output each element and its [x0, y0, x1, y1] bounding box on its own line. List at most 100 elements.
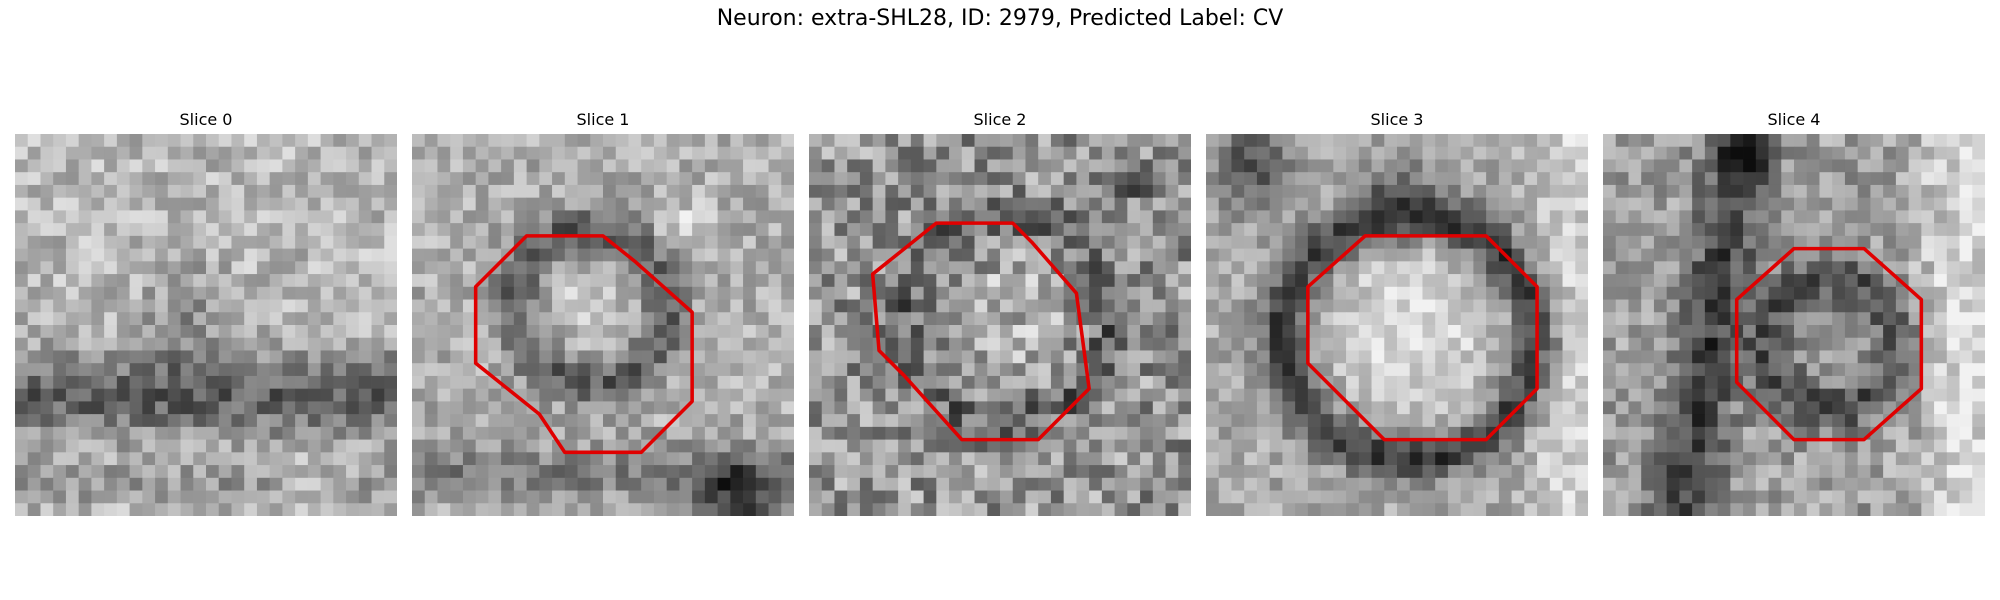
pixel [155, 338, 168, 351]
pixel [514, 274, 527, 287]
pixel [949, 503, 962, 516]
pixel [1960, 325, 1973, 338]
pixel [1115, 287, 1128, 300]
pixel [1705, 363, 1718, 376]
pixel [1896, 300, 1909, 313]
pixel [1845, 274, 1858, 287]
pixel [1921, 134, 1934, 147]
pixel [1743, 478, 1756, 491]
pixel [104, 274, 117, 287]
pixel [539, 503, 552, 516]
pixel [1346, 338, 1359, 351]
pixel [667, 350, 680, 363]
pixel [1743, 300, 1756, 313]
pixel [1359, 478, 1372, 491]
pixel [1206, 465, 1219, 478]
pixel [1550, 185, 1563, 198]
pixel [181, 147, 194, 160]
pixel [1692, 159, 1705, 172]
pixel [1550, 159, 1563, 172]
pixel [412, 261, 425, 274]
pixel [1384, 452, 1397, 465]
pixel [1794, 312, 1807, 325]
pixel [1435, 376, 1448, 389]
pixel [1178, 236, 1191, 249]
pixel [885, 389, 898, 402]
pixel [898, 338, 911, 351]
pixel [1575, 338, 1588, 351]
pixel [295, 376, 308, 389]
pixel [1654, 503, 1667, 516]
pixel [1025, 440, 1038, 453]
pixel [692, 401, 705, 414]
pixel [155, 274, 168, 287]
pixel [667, 210, 680, 223]
pixel [1550, 401, 1563, 414]
pixel [975, 491, 988, 504]
pixel [437, 287, 450, 300]
pixel [257, 134, 270, 147]
pixel [565, 159, 578, 172]
pixel [104, 223, 117, 236]
pixel [1960, 159, 1973, 172]
pixel [1473, 452, 1486, 465]
pixel [1486, 452, 1499, 465]
pixel [1499, 287, 1512, 300]
slice-image-2 [809, 134, 1191, 516]
pixel [616, 350, 629, 363]
pixel [834, 338, 847, 351]
pixel [924, 300, 937, 313]
pixel [1730, 147, 1743, 160]
pixel [1743, 414, 1756, 427]
pixel [412, 198, 425, 211]
pixel [1667, 389, 1680, 402]
pixel [1089, 401, 1102, 414]
pixel [1257, 185, 1270, 198]
pixel [257, 172, 270, 185]
pixel [743, 465, 756, 478]
pixel [1654, 274, 1667, 287]
pixel [1679, 350, 1692, 363]
pixel [1692, 363, 1705, 376]
pixel [1051, 210, 1064, 223]
pixel [975, 414, 988, 427]
pixel [769, 249, 782, 262]
pixel [527, 452, 540, 465]
pixel [1512, 274, 1525, 287]
pixel [1153, 414, 1166, 427]
pixel [295, 401, 308, 414]
pixel [809, 363, 822, 376]
pixel [860, 491, 873, 504]
pixel [743, 427, 756, 440]
pixel [692, 325, 705, 338]
pixel [193, 210, 206, 223]
pixel [1435, 287, 1448, 300]
pixel [565, 491, 578, 504]
pixel [898, 210, 911, 223]
pixel [15, 312, 28, 325]
pixel [769, 478, 782, 491]
pixel [295, 134, 308, 147]
pixel [1756, 300, 1769, 313]
pixel [1372, 389, 1385, 402]
pixel [1896, 134, 1909, 147]
pixel [321, 503, 334, 516]
pixel [1718, 223, 1731, 236]
pixel [860, 159, 873, 172]
pixel [168, 338, 181, 351]
pixel [718, 159, 731, 172]
pixel [130, 503, 143, 516]
pixel [219, 236, 232, 249]
pixel [565, 427, 578, 440]
pixel [372, 249, 385, 262]
pixel [527, 134, 540, 147]
pixel [628, 147, 641, 160]
pixel [1563, 249, 1576, 262]
pixel [91, 478, 104, 491]
pixel [654, 363, 667, 376]
pixel [860, 414, 873, 427]
pixel [898, 414, 911, 427]
pixel [1550, 274, 1563, 287]
pixel [1575, 491, 1588, 504]
pixel [1603, 312, 1616, 325]
